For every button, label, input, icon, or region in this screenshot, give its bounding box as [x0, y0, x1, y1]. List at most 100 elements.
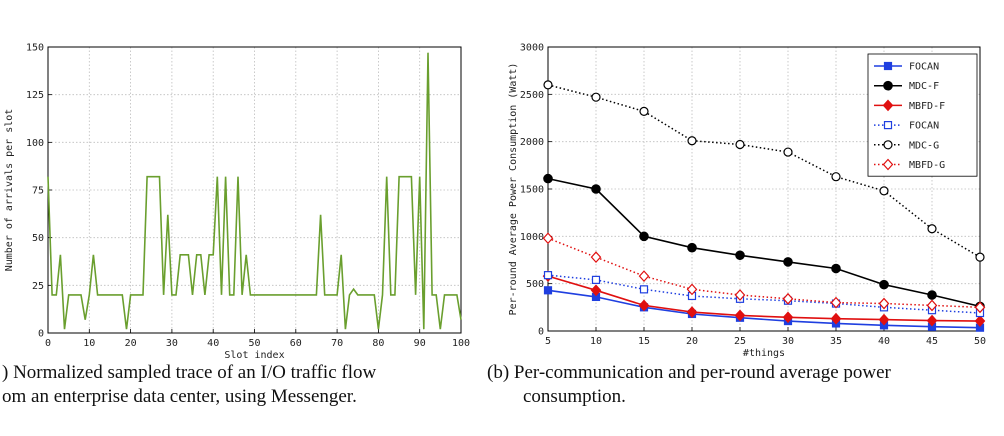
- x-tick-label: 10: [83, 338, 95, 349]
- x-tick-label: 30: [166, 338, 178, 349]
- y-tick-label: 500: [526, 279, 544, 290]
- data-point: [590, 284, 602, 297]
- data-point: [782, 311, 794, 324]
- y-axis-label: Per-round Average Power Consumption (Wat…: [508, 63, 519, 316]
- data-point: [734, 309, 746, 322]
- data-point: [831, 172, 841, 182]
- data-point: [639, 106, 649, 116]
- legend: FOCAN MDC-F MBFD-F FOCAN MDC-G MBFD-G: [867, 53, 978, 177]
- data-point: [686, 306, 698, 318]
- y-tick-label: 0: [538, 327, 544, 338]
- data-point: [879, 279, 889, 290]
- x-tick-label: 60: [290, 338, 302, 349]
- data-point: [879, 186, 889, 196]
- chart-power-consumption: 5 10 15 20 25 30 35 40 45 50050010001500200025003…: [508, 43, 986, 360]
- x-tick-label: 20: [686, 336, 698, 347]
- data-point: [783, 257, 793, 267]
- caption-b-line2: consumption.: [523, 386, 626, 407]
- series-line: [547, 237, 981, 309]
- x-tick-label: 15: [638, 336, 650, 347]
- x-tick-label: 50: [248, 338, 260, 349]
- x-tick-label: 30: [782, 336, 794, 347]
- series-line: [547, 274, 981, 314]
- data-point: [830, 296, 842, 309]
- legend-label: FOCAN: [909, 62, 939, 73]
- legend-label: MDC-G: [909, 140, 939, 151]
- x-tick-label: 10: [590, 336, 602, 347]
- x-tick-label: 45: [926, 336, 938, 347]
- legend-marker: [883, 80, 893, 91]
- data-point: [926, 299, 938, 312]
- legend-label: FOCAN: [909, 121, 939, 132]
- plot-frame: [547, 46, 981, 332]
- data-point: [926, 314, 938, 327]
- data-point: [974, 315, 986, 327]
- x-tick-label: 40: [878, 336, 890, 347]
- legend-label: MBFD-G: [909, 160, 945, 171]
- data-point: [590, 251, 602, 264]
- series-line: [547, 84, 981, 258]
- series-mdc-g-4: [543, 80, 985, 262]
- series-line: [547, 177, 981, 308]
- series-focan-0: [543, 286, 985, 332]
- y-tick-label: 3000: [520, 43, 544, 54]
- data-point: [687, 242, 697, 253]
- series-mdc-f-1: [543, 173, 985, 312]
- legend-label: MDC-F: [909, 81, 939, 92]
- legend-box: [867, 53, 978, 177]
- x-tick-label: 25: [734, 336, 746, 347]
- data-point: [591, 184, 601, 194]
- x-axis-label: Slot index: [224, 350, 284, 361]
- data-point: [878, 313, 890, 326]
- data-point: [543, 286, 553, 295]
- caption-a-line1: ) Normalized sampled trace of an I/O tra…: [2, 362, 377, 383]
- x-tick-label: 50: [974, 336, 986, 347]
- data-point: [591, 275, 601, 284]
- x-tick-label: 40: [207, 338, 219, 349]
- y-tick-label: 150: [26, 43, 44, 54]
- y-tick-label: 25: [32, 281, 44, 292]
- data-point: [783, 147, 793, 157]
- y-tick-label: 1000: [520, 232, 544, 243]
- data-point: [686, 283, 698, 296]
- caption-a-line2: om an enterprise data center, using Mess…: [2, 386, 357, 407]
- x-tick-label: 100: [452, 338, 470, 349]
- data-point: [687, 136, 697, 146]
- series-line: [547, 275, 981, 322]
- x-tick-label: 70: [331, 338, 343, 349]
- y-tick-label: 50: [32, 233, 44, 244]
- data-point: [638, 299, 650, 312]
- y-tick-label: 1500: [520, 185, 544, 196]
- y-tick-label: 125: [26, 90, 44, 101]
- y-tick-label: 2500: [520, 90, 544, 101]
- data-point: [878, 297, 890, 310]
- data-point: [638, 270, 650, 282]
- data-point: [927, 290, 937, 300]
- legend-marker: [883, 140, 893, 150]
- x-tick-label: 20: [125, 338, 137, 349]
- y-tick-label: 0: [38, 329, 44, 340]
- y-tick-label: 100: [26, 138, 44, 149]
- legend-marker: [882, 99, 894, 112]
- legend-marker: [883, 61, 893, 71]
- caption-b-line1: (b) Per-communication and per-round aver…: [487, 362, 891, 383]
- y-axis-label: Number of arrivals per slot: [4, 109, 15, 272]
- x-tick-label: 35: [830, 336, 842, 347]
- data-point: [975, 252, 985, 262]
- data-point: [639, 231, 649, 242]
- data-point: [831, 263, 841, 274]
- data-point: [639, 285, 649, 294]
- data-point: [543, 80, 553, 90]
- arrivals-series-line: [47, 52, 462, 330]
- data-point: [735, 250, 745, 261]
- data-point: [591, 92, 601, 102]
- chart-arrivals-trace: 0 10 20 30 40 50 60 70 80 90 100 0 25 50 75 100 125 150 Sl…: [4, 43, 470, 362]
- x-tick-label: 0: [45, 338, 51, 349]
- legend-marker: [883, 120, 893, 130]
- series-line: [547, 289, 981, 329]
- data-point: [735, 139, 745, 150]
- x-tick-label: 5: [545, 336, 551, 347]
- data-point: [543, 173, 553, 184]
- y-tick-label: 75: [32, 186, 44, 197]
- x-tick-label: 90: [414, 338, 426, 349]
